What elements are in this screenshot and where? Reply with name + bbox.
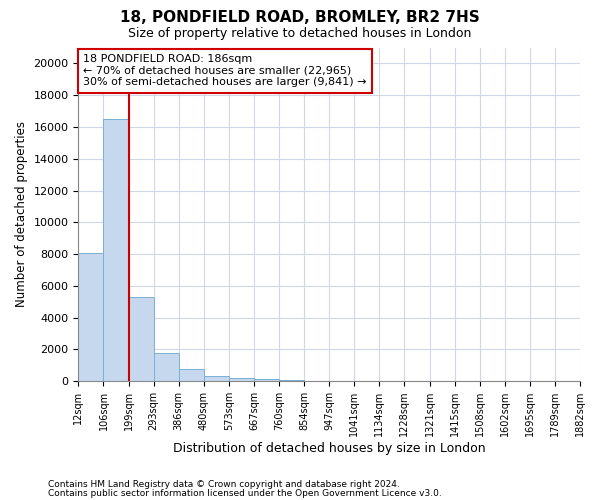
- X-axis label: Distribution of detached houses by size in London: Distribution of detached houses by size …: [173, 442, 485, 455]
- Text: Contains HM Land Registry data © Crown copyright and database right 2024.: Contains HM Land Registry data © Crown c…: [48, 480, 400, 489]
- Text: Size of property relative to detached houses in London: Size of property relative to detached ho…: [128, 28, 472, 40]
- Bar: [254, 379, 279, 381]
- Bar: [79, 252, 103, 381]
- Text: 18 PONDFIELD ROAD: 186sqm
← 70% of detached houses are smaller (22,965)
30% of s: 18 PONDFIELD ROAD: 186sqm ← 70% of detac…: [83, 54, 367, 88]
- Bar: [103, 119, 128, 381]
- Text: 18, PONDFIELD ROAD, BROMLEY, BR2 7HS: 18, PONDFIELD ROAD, BROMLEY, BR2 7HS: [120, 10, 480, 25]
- Bar: [279, 380, 304, 381]
- Bar: [229, 378, 254, 381]
- Bar: [128, 297, 154, 381]
- Text: Contains public sector information licensed under the Open Government Licence v3: Contains public sector information licen…: [48, 489, 442, 498]
- Y-axis label: Number of detached properties: Number of detached properties: [15, 122, 28, 308]
- Bar: [154, 352, 179, 381]
- Bar: [204, 376, 229, 381]
- Bar: [179, 370, 204, 381]
